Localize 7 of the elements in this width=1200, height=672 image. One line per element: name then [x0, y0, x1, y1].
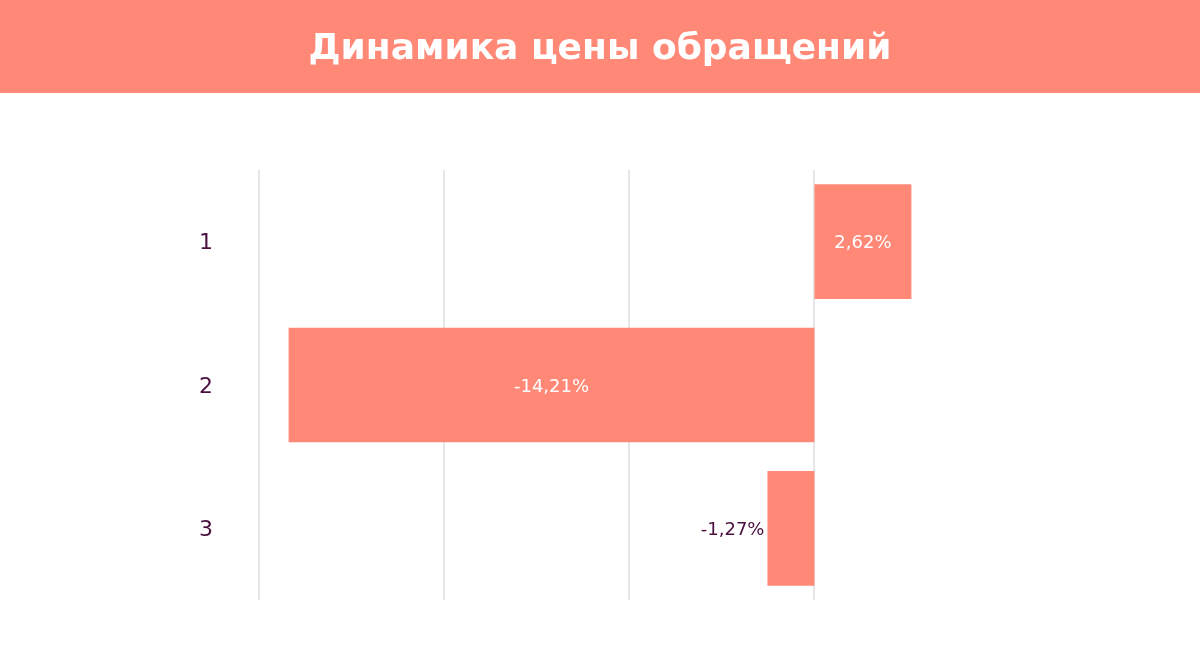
- data-label: -1,27%: [700, 517, 765, 539]
- y-tick-label: 1: [199, 229, 213, 255]
- data-label: -14,21%: [513, 374, 590, 396]
- y-tick-label: 3: [199, 516, 213, 542]
- data-label: 2,62%: [834, 231, 892, 253]
- y-tick-label: 2: [199, 372, 213, 398]
- chart-title: Динамика цены обращений: [308, 25, 892, 67]
